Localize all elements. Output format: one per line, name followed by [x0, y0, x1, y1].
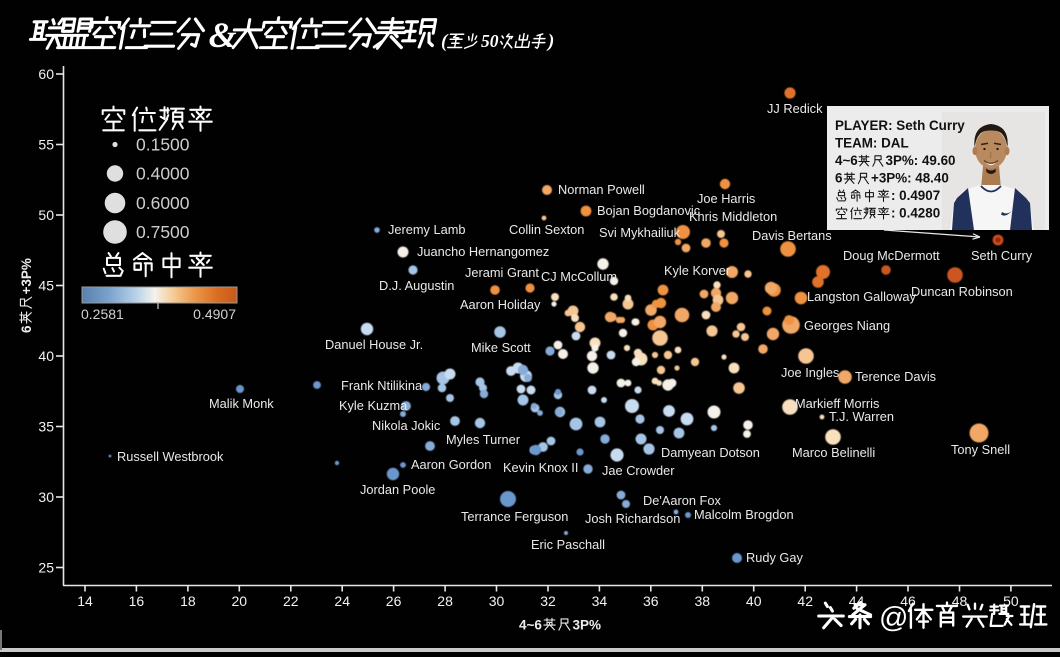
svg-text:42: 42 — [797, 593, 813, 609]
svg-text:Eric Paschall: Eric Paschall — [531, 537, 605, 552]
svg-text:40: 40 — [746, 593, 762, 609]
svg-text:Juancho Hernangomez: Juancho Hernangomez — [417, 244, 549, 259]
svg-text:40: 40 — [38, 348, 54, 364]
svg-text:T.J. Warren: T.J. Warren — [829, 409, 894, 424]
svg-text:Danuel House Jr.: Danuel House Jr. — [325, 337, 423, 352]
svg-text:Bojan Bogdanovic: Bojan Bogdanovic — [597, 203, 701, 218]
svg-text:Aaron Gordon: Aaron Gordon — [411, 457, 491, 472]
svg-text:50: 50 — [481, 31, 499, 51]
svg-text:6: 6 — [19, 325, 34, 333]
svg-text:0.2581: 0.2581 — [81, 306, 124, 322]
svg-text:De'Aaron Fox: De'Aaron Fox — [643, 493, 721, 508]
svg-text:26: 26 — [386, 593, 402, 609]
svg-text:Khris Middleton: Khris Middleton — [689, 209, 777, 224]
svg-text:Jae Crowder: Jae Crowder — [602, 463, 675, 478]
svg-text:Frank Ntilikina: Frank Ntilikina — [341, 378, 423, 393]
svg-text:TEAM: DAL: TEAM: DAL — [835, 136, 909, 151]
svg-text:Damyean Dotson: Damyean Dotson — [661, 445, 760, 460]
svg-text:6: 6 — [835, 171, 842, 186]
svg-text:0.7500: 0.7500 — [136, 222, 190, 242]
svg-text:CJ McCollum: CJ McCollum — [541, 269, 617, 284]
svg-text:Jordan Poole: Jordan Poole — [360, 482, 435, 497]
svg-text:Duncan Robinson: Duncan Robinson — [911, 284, 1013, 299]
svg-text:22: 22 — [283, 593, 299, 609]
svg-text:D.J. Augustin: D.J. Augustin — [379, 278, 454, 293]
svg-text:4~6: 4~6 — [519, 618, 542, 633]
svg-text:+3P%: 48.40: +3P%: 48.40 — [871, 171, 949, 186]
svg-text:14: 14 — [77, 593, 93, 609]
svg-text:60: 60 — [38, 66, 54, 82]
svg-text:0.4907: 0.4907 — [193, 306, 236, 322]
svg-text:Malcolm Brogdon: Malcolm Brogdon — [694, 507, 794, 522]
svg-text:Doug McDermott: Doug McDermott — [843, 248, 940, 263]
svg-text:Joe Harris: Joe Harris — [697, 191, 755, 206]
svg-text:30: 30 — [489, 593, 505, 609]
svg-text:Davis Bertans: Davis Bertans — [752, 228, 832, 243]
svg-text:Joe Ingles: Joe Ingles — [781, 365, 839, 380]
svg-text:38: 38 — [695, 593, 711, 609]
svg-text:Rudy Gay: Rudy Gay — [746, 550, 804, 565]
svg-text:Svi Mykhailiuk: Svi Mykhailiuk — [599, 225, 681, 240]
svg-text:16: 16 — [129, 593, 145, 609]
svg-text:Terence Davis: Terence Davis — [855, 369, 936, 384]
svg-text:45: 45 — [38, 278, 54, 294]
svg-text:28: 28 — [437, 593, 453, 609]
svg-text:Kyle Kuzma: Kyle Kuzma — [339, 398, 408, 413]
svg-text:3P%: 3P% — [573, 618, 602, 633]
svg-text:Jeremy Lamb: Jeremy Lamb — [388, 222, 466, 237]
svg-text:@: @ — [879, 602, 908, 634]
svg-text:: 0.4907: : 0.4907 — [891, 188, 940, 203]
svg-text:Kevin Knox II: Kevin Knox II — [503, 460, 578, 475]
svg-text:PLAYER: Seth Curry: PLAYER: Seth Curry — [835, 118, 965, 133]
svg-text:Georges Niang: Georges Niang — [804, 318, 890, 333]
svg-text:Aaron Holiday: Aaron Holiday — [460, 297, 541, 312]
svg-text:Myles Turner: Myles Turner — [446, 432, 521, 447]
svg-text:34: 34 — [592, 593, 608, 609]
svg-text:Langston Galloway: Langston Galloway — [807, 289, 916, 304]
svg-text:Mike Scott: Mike Scott — [471, 340, 531, 355]
svg-text:Marco Belinelli: Marco Belinelli — [792, 445, 875, 460]
svg-text:+3P%: +3P% — [19, 258, 34, 294]
svg-text:36: 36 — [643, 593, 659, 609]
svg-text:32: 32 — [540, 593, 556, 609]
svg-text:JJ Redick: JJ Redick — [767, 101, 823, 116]
svg-text:: 0.4280: : 0.4280 — [891, 206, 940, 221]
svg-text:20: 20 — [232, 593, 248, 609]
svg-text:Norman Powell: Norman Powell — [558, 182, 645, 197]
svg-text:Malik Monk: Malik Monk — [209, 396, 274, 411]
svg-text:0.4000: 0.4000 — [136, 164, 190, 184]
svg-text:Tony Snell: Tony Snell — [951, 442, 1010, 457]
svg-text:Russell Westbrook: Russell Westbrook — [117, 449, 224, 464]
svg-text:Collin Sexton: Collin Sexton — [509, 222, 584, 237]
svg-text:3P%: 49.60: 3P%: 49.60 — [886, 153, 956, 168]
svg-text:Seth Curry: Seth Curry — [971, 248, 1033, 263]
svg-text:35: 35 — [38, 419, 54, 435]
svg-text:25: 25 — [38, 560, 54, 576]
svg-text:): ) — [546, 31, 554, 52]
svg-text:30: 30 — [38, 489, 54, 505]
svg-text:18: 18 — [180, 593, 196, 609]
svg-text:(: ( — [441, 31, 449, 52]
svg-text:Kyle Korver: Kyle Korver — [664, 263, 731, 278]
svg-text:Markieff Morris: Markieff Morris — [795, 396, 879, 411]
svg-text:4~6: 4~6 — [835, 153, 858, 168]
svg-text:0.6000: 0.6000 — [136, 193, 190, 213]
svg-text:0.1500: 0.1500 — [136, 135, 190, 155]
svg-text:55: 55 — [38, 137, 54, 153]
svg-text:Jerami Grant: Jerami Grant — [465, 265, 539, 280]
svg-text:50: 50 — [38, 207, 54, 223]
svg-text:24: 24 — [334, 593, 350, 609]
svg-text:Nikola Jokic: Nikola Jokic — [372, 418, 441, 433]
svg-text:Josh Richardson: Josh Richardson — [585, 511, 680, 526]
svg-text:Terrance Ferguson: Terrance Ferguson — [461, 509, 568, 524]
